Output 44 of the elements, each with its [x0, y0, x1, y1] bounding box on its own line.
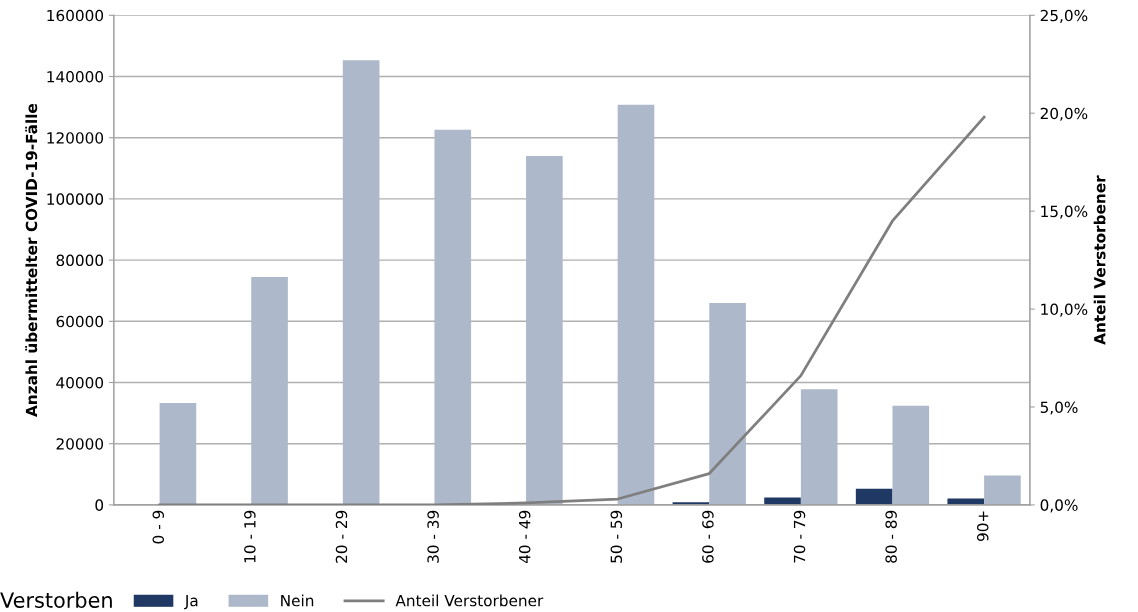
- x-tick-label: 80 - 89: [885, 510, 897, 563]
- bar: [251, 276, 288, 505]
- legend-label: Ja: [184, 595, 198, 610]
- legend-title: Verstorben: [0, 591, 112, 608]
- y2-tick-label: 0,0%: [1040, 499, 1078, 513]
- y-tick-label: 80000: [56, 254, 104, 267]
- bar: [434, 129, 472, 505]
- x-tick-label: 50 - 59: [610, 510, 623, 563]
- bar: [617, 104, 655, 505]
- y-tick-label: 140000: [47, 70, 104, 83]
- y-tick-label: 40000: [56, 376, 104, 389]
- y-tick-label: 100000: [47, 193, 104, 205]
- x-tick-label: 60 - 69: [702, 510, 714, 563]
- line-series: [158, 115, 986, 505]
- y2-tick-label: 10,0%: [1041, 303, 1088, 317]
- y-tick-label: 0: [95, 499, 104, 511]
- y2-tick-label: 25,0%: [1040, 9, 1088, 23]
- x-tick-label: 40 - 49: [518, 510, 531, 564]
- bar: [984, 475, 1021, 505]
- y2-tick-label: 5,0%: [1040, 401, 1078, 415]
- x-tick-label: 0 - 9: [152, 510, 165, 544]
- bar: [159, 403, 197, 505]
- x-tick-label: 10 - 19: [244, 510, 256, 563]
- y-axis-title: Anzahl übermittelter COVID-19-Fälle: [25, 103, 38, 417]
- legend-label: Anteil Verstorbener: [395, 594, 544, 607]
- x-tick-label: 90+: [976, 511, 989, 542]
- x-tick-label: 30 - 39: [427, 510, 439, 563]
- y-tick-label: 120000: [47, 132, 104, 144]
- y-tick-label: 160000: [47, 9, 104, 22]
- x-tick-label: 20 - 29: [335, 510, 348, 563]
- bar: [800, 389, 838, 505]
- bar: [947, 498, 985, 505]
- bar: [342, 60, 380, 505]
- bar: [526, 156, 563, 505]
- y2-tick-label: 15,0%: [1041, 205, 1088, 219]
- bar: [855, 488, 893, 505]
- y2-tick-label: 20,0%: [1040, 107, 1088, 121]
- legend-label: Nein: [281, 594, 314, 607]
- y-tick-label: 60000: [56, 315, 104, 328]
- y2-axis-title: Anteil Verstorbener: [1093, 175, 1106, 345]
- bar: [892, 405, 930, 505]
- x-tick-label: 70 - 79: [793, 510, 806, 563]
- y-tick-label: 20000: [56, 438, 104, 450]
- bar: [709, 302, 746, 505]
